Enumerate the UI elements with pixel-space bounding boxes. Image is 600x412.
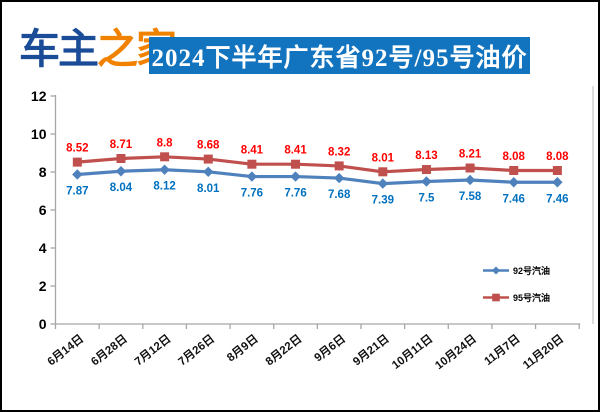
chart-title: 2024下半年广东省92号/95号油价	[151, 44, 528, 72]
marker-square	[465, 163, 475, 173]
series-line-95号汽油	[75, 155, 559, 174]
x-axis-label: 8月22日	[263, 332, 304, 368]
y-tick-label: 0	[39, 316, 47, 332]
data-label: 7.76	[241, 188, 263, 200]
data-label: 8.41	[241, 145, 264, 157]
data-label: 8.8	[157, 137, 174, 149]
marker-square	[509, 165, 519, 175]
marker-diamond	[333, 172, 345, 184]
marker-square	[421, 165, 431, 175]
y-tick-label: 2	[39, 278, 47, 294]
y-tick-label: 10	[31, 126, 47, 142]
data-label: 8.04	[110, 182, 133, 194]
marker-diamond	[377, 178, 389, 189]
logo-text-primary: 车主	[19, 26, 99, 72]
x-axis-label: 10月24日	[433, 332, 479, 372]
data-label: 8.12	[153, 181, 175, 193]
data-label: 8.21	[459, 149, 482, 161]
marker-diamond	[421, 176, 432, 187]
x-axis-label: 10月11日	[390, 332, 436, 372]
data-label: 7.39	[372, 195, 394, 207]
x-axis-label: 11月20日	[520, 332, 566, 372]
x-axis-label: 7月12日	[132, 332, 173, 368]
data-label: 8.08	[503, 151, 526, 163]
y-tick-label: 6	[39, 202, 47, 218]
x-axis-label: 6月14日	[45, 332, 86, 368]
marker-diamond	[203, 166, 214, 178]
marker-square	[160, 152, 170, 162]
marker-diamond	[464, 174, 476, 186]
x-axis-label: 7月26日	[176, 332, 217, 368]
data-label: 7.87	[66, 185, 88, 197]
data-label: 8.68	[197, 140, 220, 152]
marker-diamond	[159, 164, 170, 175]
marker-square	[334, 161, 344, 171]
data-label: 7.46	[503, 193, 525, 205]
data-label: 8.52	[66, 143, 88, 155]
marker-square	[291, 159, 301, 169]
y-tick-label: 8	[39, 164, 47, 180]
data-label: 8.41	[284, 145, 307, 157]
data-label: 8.01	[197, 183, 220, 195]
x-axis-label: 9月21日	[350, 332, 391, 368]
data-label: 8.08	[546, 151, 569, 163]
legend-marker-square	[492, 293, 500, 302]
legend-label: 95号汽油	[513, 292, 550, 303]
marker-square	[203, 154, 213, 164]
data-label: 8.71	[110, 139, 133, 151]
data-label: 7.46	[546, 193, 568, 205]
data-label: 7.5	[418, 193, 435, 205]
marker-square	[72, 157, 82, 167]
x-axis-label: 6月28日	[89, 332, 130, 368]
x-axis-label: 8月9日	[225, 332, 261, 364]
marker-diamond	[552, 177, 563, 188]
marker-square	[116, 154, 126, 164]
marker-diamond	[72, 169, 83, 180]
data-label: 8.32	[328, 146, 350, 158]
marker-diamond	[508, 177, 519, 188]
x-axis-label: 9月6日	[312, 332, 348, 364]
data-label: 7.58	[459, 191, 482, 203]
title-bar: 2024下半年广东省92号/95号油价	[149, 37, 530, 74]
data-label: 8.01	[372, 152, 395, 164]
data-label: 7.68	[328, 189, 351, 201]
marker-square	[552, 165, 562, 175]
data-label: 8.13	[415, 150, 437, 162]
marker-diamond	[115, 166, 127, 177]
y-tick-label: 4	[39, 240, 47, 256]
marker-diamond	[290, 171, 301, 182]
legend-marker-diamond	[492, 266, 500, 275]
marker-diamond	[246, 171, 258, 182]
series-line-92号汽油	[75, 168, 559, 186]
marker-square	[247, 159, 257, 169]
x-axis-label: 11月7日	[482, 332, 523, 368]
y-tick-label: 12	[31, 88, 47, 104]
legend-label: 92号汽油	[513, 265, 550, 276]
data-label: 7.76	[284, 188, 306, 200]
marker-square	[378, 167, 388, 177]
